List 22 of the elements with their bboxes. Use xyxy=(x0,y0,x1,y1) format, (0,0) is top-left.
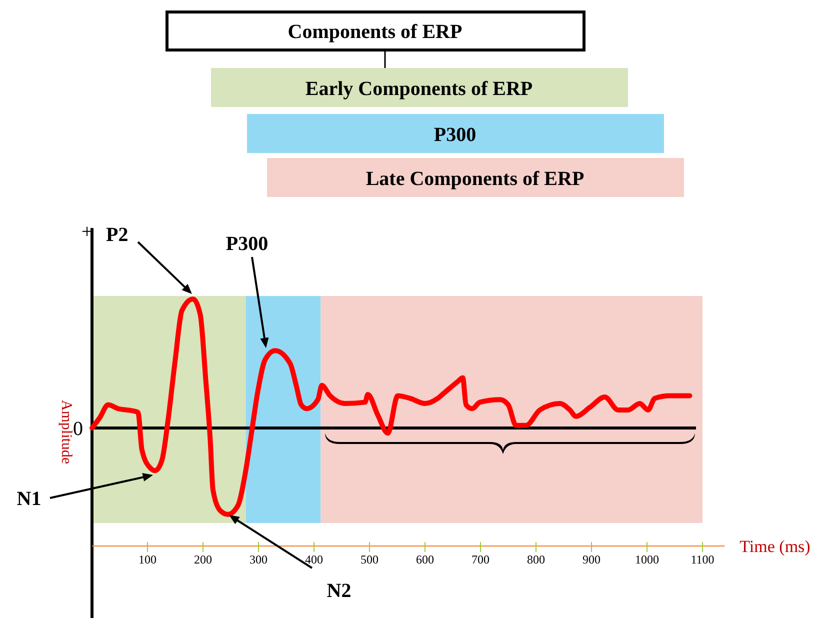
text: N2 xyxy=(326,580,352,602)
y-axis-title: Amplitude xyxy=(58,400,74,464)
x-tick-label: 700 xyxy=(472,552,490,567)
x-tick-label: 400 xyxy=(305,552,323,567)
x-tick-label: 1100 xyxy=(690,552,714,567)
text: Late Components of ERP xyxy=(366,168,584,190)
x-tick-label: 300 xyxy=(250,552,268,567)
x-tick-label: 600 xyxy=(416,552,434,567)
text: 0 xyxy=(73,418,83,440)
text: P2 xyxy=(106,224,128,246)
x-axis-title: Time (ms) xyxy=(740,537,810,556)
x-tick-label: 500 xyxy=(360,552,378,567)
x-tick-label: 900 xyxy=(582,552,600,567)
text: N1 xyxy=(16,488,42,510)
x-tick-label: 200 xyxy=(194,552,212,567)
chart-title: Components of ERP xyxy=(288,21,462,43)
x-tick-label: 100 xyxy=(138,552,156,567)
text: P300 xyxy=(226,233,268,255)
text: P300 xyxy=(434,124,476,146)
x-tick-label: 800 xyxy=(527,552,545,567)
x-tick-label: 1000 xyxy=(635,552,659,567)
text: Early Components of ERP xyxy=(305,78,533,100)
